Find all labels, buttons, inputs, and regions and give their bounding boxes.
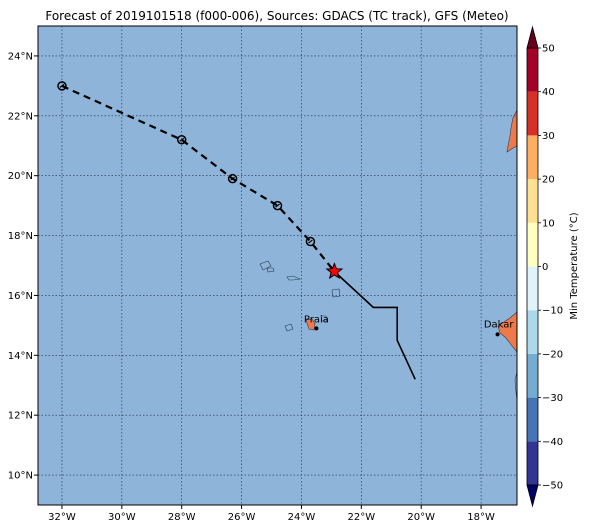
y-axis-ticks: 10°N 12°N 14°N 16°N 18°N 20°N 22°N 24°N [8, 51, 38, 482]
colorbar-band [527, 441, 538, 485]
forecast-point-marker [227, 173, 238, 184]
island-fogo [284, 323, 294, 332]
africa-coast-north [506, 109, 518, 153]
x-tick-label: 24°W [288, 512, 316, 523]
colorbar-band [527, 135, 538, 180]
colorbar-tick-label: −20 [542, 349, 563, 360]
city-label-dakar: Dakar [484, 319, 515, 330]
y-tick-label: 14°N [8, 351, 33, 362]
y-tick-label: 16°N [8, 291, 33, 302]
island-santiago [305, 318, 316, 331]
x-tick-label: 30°W [108, 512, 136, 523]
x-tick-label: 22°W [348, 512, 376, 523]
colorbar-tick-label: 0 [542, 262, 548, 273]
colorbar-tick-label: −40 [542, 437, 563, 448]
colorbar-band [527, 179, 538, 223]
ocean-background [38, 26, 517, 505]
cape-verde-islands [259, 260, 341, 332]
colorbar-ticks: 50 40 30 20 10 0 −10 −20 −30 −40 −50 [538, 44, 563, 492]
island-maio [320, 315, 328, 322]
city-label-praia: Praia [304, 314, 329, 325]
forecast-point-cross [275, 203, 280, 208]
track-history-line [333, 270, 416, 380]
y-tick-label: 18°N [8, 231, 33, 242]
colorbar-under-extension [526, 484, 539, 508]
city-dot-dakar [495, 332, 500, 337]
x-tick-label: 26°W [228, 512, 256, 523]
colorbar-band [527, 48, 538, 92]
colorbar-tick-label: 20 [542, 175, 555, 186]
colorbar-tick-label: 50 [542, 44, 555, 55]
y-tick-label: 20°N [8, 171, 33, 182]
colorbar-bands [526, 47, 539, 486]
forecast-point-marker [176, 135, 187, 145]
colorbar-tick-label: −10 [542, 306, 563, 317]
x-tick-label: 32°W [48, 512, 76, 523]
map-area: Praia Dakar [37, 25, 518, 506]
colorbar-band [527, 397, 538, 442]
colorbar: 50 40 30 20 10 0 −10 −20 −30 −40 −50 Min Temperatu… [526, 25, 580, 508]
x-tick-label: 28°W [168, 512, 196, 523]
forecast-points [57, 81, 316, 247]
colorbar-tick-label: 10 [542, 218, 555, 229]
colorbar-tick-label: −50 [542, 481, 563, 492]
track-forecast-line [61, 84, 336, 273]
colorbar-over-extension [526, 25, 539, 49]
current-position-star-icon [325, 262, 344, 280]
forecast-point-marker [272, 200, 283, 211]
colorbar-band [527, 222, 538, 267]
forecast-point-cross [308, 239, 313, 244]
colorbar-tick-label: 30 [542, 131, 555, 142]
forecast-point-marker [305, 236, 316, 247]
y-tick-label: 24°N [8, 51, 33, 62]
city-dot-praia [314, 326, 319, 331]
x-tick-label: 18°W [467, 512, 495, 523]
gridlines [38, 26, 517, 505]
colorbar-band [527, 266, 538, 311]
colorbar-band [527, 91, 538, 136]
colorbar-tick-label: 40 [542, 87, 555, 98]
colorbar-band [527, 310, 538, 354]
y-tick-label: 10°N [8, 471, 33, 482]
forecast-point-cross [230, 176, 235, 181]
colorbar-tick-label: −30 [542, 393, 563, 404]
island-sao-nicolau [286, 275, 302, 281]
island-boa-vista [331, 288, 341, 298]
island-santo-antao [259, 260, 272, 271]
forecast-point-cross [179, 137, 185, 142]
africa-coast-senegal [497, 311, 518, 353]
forecast-point-cross [59, 83, 65, 88]
x-tick-label: 20°W [407, 512, 435, 523]
colorbar-band [527, 353, 538, 398]
x-axis-ticks: 32°W 30°W 28°W 26°W 24°W 22°W 20°W 18°W [48, 505, 495, 523]
map-title: Forecast of 2019101518 (f000-006), Sourc… [45, 9, 508, 23]
y-tick-label: 12°N [8, 411, 33, 422]
colorbar-label: Min Temperature (°C) [569, 212, 580, 319]
cities: Praia Dakar [304, 314, 515, 337]
forecast-point-marker [57, 81, 67, 91]
y-tick-label: 22°N [8, 111, 33, 122]
island-sao-vicente [266, 267, 275, 273]
map-frame [37, 25, 518, 506]
